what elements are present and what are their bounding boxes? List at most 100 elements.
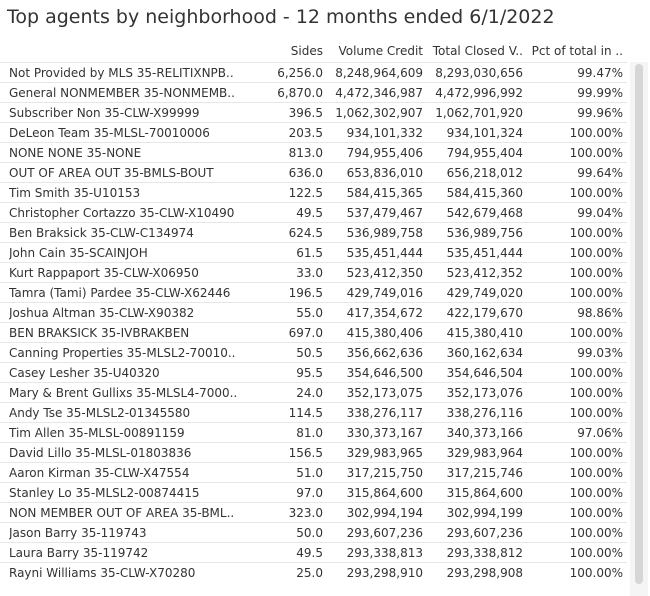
total-closed-volume-cell: 656,218,012 bbox=[446, 166, 523, 180]
table-row[interactable]: OUT OF AREA OUT 35-BMLS-BOUT 636.0 653,836… bbox=[0, 162, 627, 182]
agent-name-cell: DeLeon Team 35-MLSL-70010006 bbox=[9, 126, 210, 140]
volume-credit-cell: 315,864,600 bbox=[346, 486, 423, 500]
agent-name-cell: Laura Barry 35-119742 bbox=[9, 546, 149, 560]
agent-name-cell: Tamra (Tami) Pardee 35-CLW-X62446 bbox=[9, 286, 231, 300]
agent-name-cell: NONE NONE 35-NONE bbox=[9, 146, 142, 160]
sides-cell: 55.0 bbox=[296, 306, 323, 320]
sides-cell: 122.5 bbox=[288, 186, 323, 200]
column-header-sides[interactable]: Sides bbox=[290, 44, 323, 58]
pct-of-total-cell: 100.00% bbox=[569, 566, 623, 580]
column-header-volume-credit[interactable]: Volume Credit bbox=[338, 44, 423, 58]
pct-of-total-cell: 100.00% bbox=[569, 486, 623, 500]
page-title: Top agents by neighborhood - 12 months e… bbox=[7, 6, 555, 28]
table-body: Not Provided by MLS 35-RELITIXNPB.. 6,256… bbox=[0, 62, 627, 582]
volume-credit-cell: 535,451,444 bbox=[346, 246, 423, 260]
total-closed-volume-cell: 934,101,324 bbox=[446, 126, 523, 140]
sides-cell: 697.0 bbox=[288, 326, 323, 340]
agent-name-cell: BEN BRAKSICK 35-IVBRAKBEN bbox=[9, 326, 190, 340]
volume-credit-cell: 1,062,302,907 bbox=[335, 106, 423, 120]
scrollbar-thumb[interactable] bbox=[635, 64, 643, 584]
table-row[interactable]: NONE NONE 35-NONE 813.0 794,955,406 794,955… bbox=[0, 142, 627, 162]
volume-credit-cell: 338,276,117 bbox=[346, 406, 423, 420]
table-row[interactable]: John Cain 35-SCAINJOH 61.5 535,451,444 535,… bbox=[0, 242, 627, 262]
total-closed-volume-cell: 293,607,236 bbox=[446, 526, 523, 540]
agent-name-cell: Stanley Lo 35-MLSL2-00874415 bbox=[9, 486, 200, 500]
table-row[interactable]: Rayni Williams 35-CLW-X70280 25.0 293,298,… bbox=[0, 562, 627, 582]
table-row[interactable]: Christopher Cortazzo 35-CLW-X10490 49.5 53… bbox=[0, 202, 627, 222]
total-closed-volume-cell: 329,983,964 bbox=[446, 446, 523, 460]
sides-cell: 203.5 bbox=[288, 126, 323, 140]
volume-credit-cell: 8,248,964,609 bbox=[335, 66, 423, 80]
volume-credit-cell: 293,607,236 bbox=[346, 526, 423, 540]
sides-cell: 24.0 bbox=[296, 386, 323, 400]
table-row[interactable]: NON MEMBER OUT OF AREA 35-BML.. 323.0 302,… bbox=[0, 502, 627, 522]
sides-cell: 323.0 bbox=[288, 506, 323, 520]
sides-cell: 61.5 bbox=[296, 246, 323, 260]
table-row[interactable]: Mary & Brent Gullixs 35-MLSL4-7000.. 24.0… bbox=[0, 382, 627, 402]
pct-of-total-cell: 100.00% bbox=[569, 526, 623, 540]
sides-cell: 97.0 bbox=[296, 486, 323, 500]
volume-credit-cell: 653,836,010 bbox=[346, 166, 423, 180]
table-row[interactable]: Ben Braksick 35-CLW-C134974 624.5 536,989,… bbox=[0, 222, 627, 242]
table-row[interactable]: Joshua Altman 35-CLW-X90382 55.0 417,354,6… bbox=[0, 302, 627, 322]
table-row[interactable]: Andy Tse 35-MLSL2-01345580 114.5 338,276,1… bbox=[0, 402, 627, 422]
table-row[interactable]: DeLeon Team 35-MLSL-70010006 203.5 934,101… bbox=[0, 122, 627, 142]
agent-name-cell: Mary & Brent Gullixs 35-MLSL4-7000.. bbox=[9, 386, 238, 400]
total-closed-volume-cell: 302,994,199 bbox=[446, 506, 523, 520]
table-row[interactable]: Subscriber Non 35-CLW-X99999 396.5 1,062,3… bbox=[0, 102, 627, 122]
sides-cell: 156.5 bbox=[288, 446, 323, 460]
agent-name-cell: Joshua Altman 35-CLW-X90382 bbox=[9, 306, 195, 320]
agent-name-cell: Ben Braksick 35-CLW-C134974 bbox=[9, 226, 194, 240]
table-header: Sides Volume Credit Total Closed V.. Pct… bbox=[0, 40, 627, 62]
pct-of-total-cell: 100.00% bbox=[569, 126, 623, 140]
pct-of-total-cell: 100.00% bbox=[569, 366, 623, 380]
table-row[interactable]: Jason Barry 35-119743 50.0 293,607,236 293,… bbox=[0, 522, 627, 542]
pct-of-total-cell: 100.00% bbox=[569, 146, 623, 160]
volume-credit-cell: 329,983,965 bbox=[346, 446, 423, 460]
table-row[interactable]: Casey Lesher 35-U40320 95.5 354,646,500 354… bbox=[0, 362, 627, 382]
volume-credit-cell: 356,662,636 bbox=[346, 346, 423, 360]
agents-table: Sides Volume Credit Total Closed V.. Pct… bbox=[0, 40, 627, 582]
pct-of-total-cell: 99.03% bbox=[577, 346, 623, 360]
volume-credit-cell: 330,373,167 bbox=[346, 426, 423, 440]
agent-name-cell: Kurt Rappaport 35-CLW-X06950 bbox=[9, 266, 199, 280]
total-closed-volume-cell: 293,338,812 bbox=[446, 546, 523, 560]
volume-credit-cell: 794,955,406 bbox=[346, 146, 423, 160]
vertical-scrollbar[interactable] bbox=[630, 62, 648, 596]
volume-credit-cell: 584,415,365 bbox=[346, 186, 423, 200]
total-closed-volume-cell: 4,472,996,992 bbox=[435, 86, 523, 100]
table-row[interactable]: BEN BRAKSICK 35-IVBRAKBEN 697.0 415,380,40… bbox=[0, 322, 627, 342]
agent-name-cell: General NONMEMBER 35-NONMEMB.. bbox=[9, 86, 235, 100]
total-closed-volume-cell: 1,062,701,920 bbox=[435, 106, 523, 120]
sides-cell: 624.5 bbox=[288, 226, 323, 240]
total-closed-volume-cell: 293,298,908 bbox=[446, 566, 523, 580]
column-header-pct-of-total[interactable]: Pct of total in .. bbox=[531, 44, 623, 58]
agent-name-cell: Subscriber Non 35-CLW-X99999 bbox=[9, 106, 200, 120]
agent-name-cell: Tim Smith 35-U10153 bbox=[9, 186, 141, 200]
table-row[interactable]: Canning Properties 35-MLSL2-70010.. 50.5 3… bbox=[0, 342, 627, 362]
pct-of-total-cell: 100.00% bbox=[569, 246, 623, 260]
table-row[interactable]: Laura Barry 35-119742 49.5 293,338,813 293,… bbox=[0, 542, 627, 562]
pct-of-total-cell: 100.00% bbox=[569, 226, 623, 240]
table-row[interactable]: Aaron Kirman 35-CLW-X47554 51.0 317,215,75… bbox=[0, 462, 627, 482]
agent-name-cell: David Lillo 35-MLSL-01803836 bbox=[9, 446, 192, 460]
agent-name-cell: Rayni Williams 35-CLW-X70280 bbox=[9, 566, 196, 580]
agent-name-cell: Canning Properties 35-MLSL2-70010.. bbox=[9, 346, 236, 360]
pct-of-total-cell: 100.00% bbox=[569, 466, 623, 480]
sides-cell: 33.0 bbox=[296, 266, 323, 280]
volume-credit-cell: 536,989,758 bbox=[346, 226, 423, 240]
table-row[interactable]: Tim Smith 35-U10153 122.5 584,415,365 584,4… bbox=[0, 182, 627, 202]
table-row[interactable]: Not Provided by MLS 35-RELITIXNPB.. 6,256… bbox=[0, 62, 627, 82]
volume-credit-cell: 4,472,346,987 bbox=[335, 86, 423, 100]
table-row[interactable]: Tim Allen 35-MLSL-00891159 81.0 330,373,16… bbox=[0, 422, 627, 442]
table-row[interactable]: Stanley Lo 35-MLSL2-00874415 97.0 315,864,… bbox=[0, 482, 627, 502]
table-row[interactable]: Tamra (Tami) Pardee 35-CLW-X62446 196.5 42… bbox=[0, 282, 627, 302]
table-row[interactable]: Kurt Rappaport 35-CLW-X06950 33.0 523,412,… bbox=[0, 262, 627, 282]
table-row[interactable]: David Lillo 35-MLSL-01803836 156.5 329,983… bbox=[0, 442, 627, 462]
sides-cell: 25.0 bbox=[296, 566, 323, 580]
volume-credit-cell: 537,479,467 bbox=[346, 206, 423, 220]
pct-of-total-cell: 99.04% bbox=[577, 206, 623, 220]
table-row[interactable]: General NONMEMBER 35-NONMEMB.. 6,870.0 4,4… bbox=[0, 82, 627, 102]
column-header-total-closed-volume[interactable]: Total Closed V.. bbox=[432, 44, 523, 58]
sides-cell: 114.5 bbox=[288, 406, 323, 420]
